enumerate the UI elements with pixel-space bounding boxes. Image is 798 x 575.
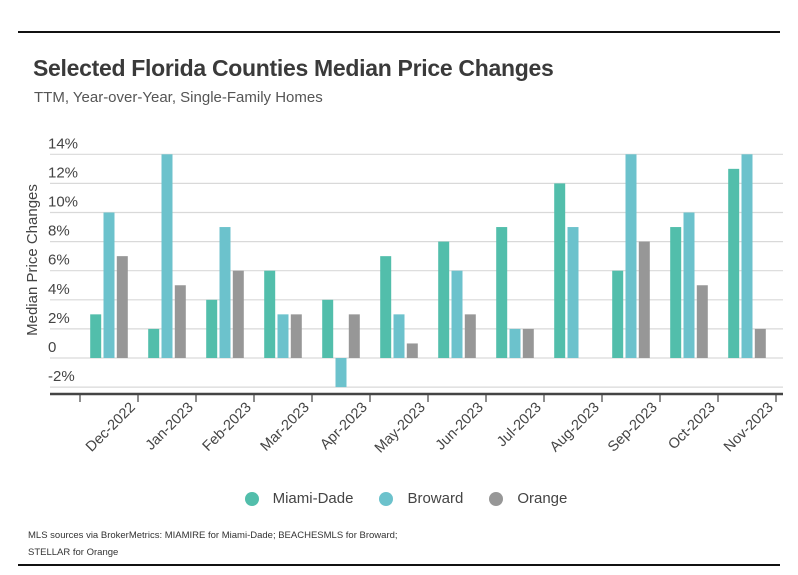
y-tick-label: 14% [48, 135, 78, 152]
bar-broward-sep-2023[interactable] [625, 154, 637, 358]
bar-miami-dade-oct-2023[interactable] [670, 227, 682, 358]
top-rule [18, 31, 780, 33]
legend-label: Broward [407, 490, 464, 507]
legend-item-broward[interactable]: Broward [365, 490, 463, 507]
bar-broward-apr-2023[interactable] [335, 358, 347, 388]
bar-orange-dec-2022[interactable] [116, 256, 128, 358]
bar-miami-dade-mar-2023[interactable] [264, 270, 276, 358]
legend-swatch-broward [379, 491, 394, 506]
x-tick-label: Dec-2022 [83, 400, 139, 456]
bar-broward-may-2023[interactable] [393, 314, 405, 358]
bar-orange-may-2023[interactable] [406, 343, 418, 358]
bar-miami-dade-feb-2023[interactable] [206, 299, 218, 358]
x-tick-label: Oct-2023 [665, 400, 718, 453]
bar-broward-jul-2023[interactable] [509, 328, 521, 358]
bar-broward-dec-2022[interactable] [103, 212, 115, 359]
x-tick-label: Sep-2023 [605, 400, 661, 456]
bar-broward-jun-2023[interactable] [451, 270, 463, 358]
y-tick-label: 2% [48, 310, 70, 327]
bar-orange-mar-2023[interactable] [290, 314, 302, 358]
x-tick-label: Jul-2023 [494, 400, 545, 451]
legend-swatch-miami-dade [244, 491, 259, 506]
x-tick-label: Apr-2023 [317, 400, 370, 453]
y-tick-label: 0 [48, 339, 56, 356]
bar-orange-feb-2023[interactable] [232, 270, 244, 358]
bar-miami-dade-aug-2023[interactable] [554, 183, 566, 358]
bar-broward-aug-2023[interactable] [567, 227, 579, 358]
source-note: MLS sources via BrokerMetrics: MIAMIRE f… [28, 527, 628, 561]
y-tick-label: 8% [48, 223, 70, 240]
legend: Miami-Dade Broward Orange [0, 490, 798, 507]
bar-miami-dade-dec-2022[interactable] [90, 314, 102, 358]
bar-orange-jun-2023[interactable] [464, 314, 476, 358]
bar-orange-jan-2023[interactable] [174, 285, 186, 358]
x-tick-label: Mar-2023 [258, 400, 313, 455]
bar-miami-dade-nov-2023[interactable] [728, 168, 740, 358]
chart-title: Selected Florida Counties Median Price C… [33, 55, 554, 81]
x-axis-tick-labels: Dec-2022 Jan-2023 Feb-2023 Mar-2023 Apr-2023… [83, 400, 777, 457]
x-axis [50, 392, 783, 402]
bar-orange-nov-2023[interactable] [754, 328, 766, 358]
legend-item-orange[interactable]: Orange [475, 490, 567, 507]
bar-broward-nov-2023[interactable] [741, 154, 753, 358]
bar-miami-dade-jul-2023[interactable] [496, 227, 508, 358]
legend-label: Orange [517, 490, 568, 507]
bar-miami-dade-apr-2023[interactable] [322, 299, 334, 358]
bar-broward-mar-2023[interactable] [277, 314, 289, 358]
bar-broward-jan-2023[interactable] [161, 154, 173, 358]
bar-miami-dade-sep-2023[interactable] [612, 270, 624, 358]
bar-miami-dade-jan-2023[interactable] [148, 328, 160, 358]
bar-orange-apr-2023[interactable] [348, 314, 360, 358]
x-tick-label: Nov-2023 [721, 400, 777, 456]
bar-orange-oct-2023[interactable] [696, 285, 708, 358]
bar-broward-feb-2023[interactable] [219, 227, 231, 358]
bar-orange-jul-2023[interactable] [522, 328, 534, 358]
x-tick-label: Jan-2023 [143, 400, 197, 454]
y-axis-tick-labels: -2% 0 2% 4% 6% 8% 10% 12% 14% [48, 135, 78, 385]
bar-miami-dade-jun-2023[interactable] [438, 241, 450, 358]
y-tick-label: 10% [48, 194, 78, 211]
y-tick-label: 12% [48, 164, 78, 181]
x-tick-label: Aug-2023 [547, 400, 603, 456]
source-line-1: MLS sources via BrokerMetrics: MIAMIRE f… [28, 530, 398, 541]
bar-orange-sep-2023[interactable] [638, 241, 650, 358]
x-tick-label: May-2023 [372, 400, 429, 457]
y-axis-title: Median Price Changes [24, 184, 41, 336]
y-tick-label: 6% [48, 252, 70, 269]
x-tick-label: Feb-2023 [200, 400, 255, 455]
legend-label: Miami-Dade [272, 490, 354, 507]
source-line-2: STELLAR for Orange [28, 547, 119, 558]
bars [90, 154, 766, 388]
y-tick-label: 4% [48, 281, 70, 298]
legend-swatch-orange [489, 491, 504, 506]
bottom-rule [18, 564, 780, 566]
x-tick-label: Jun-2023 [433, 400, 487, 454]
legend-item-miami-dade[interactable]: Miami-Dade [231, 490, 354, 507]
bar-miami-dade-may-2023[interactable] [380, 256, 392, 358]
y-tick-label: -2% [48, 368, 75, 385]
chart-subtitle: TTM, Year-over-Year, Single-Family Homes [34, 89, 323, 106]
bar-broward-oct-2023[interactable] [683, 212, 695, 359]
